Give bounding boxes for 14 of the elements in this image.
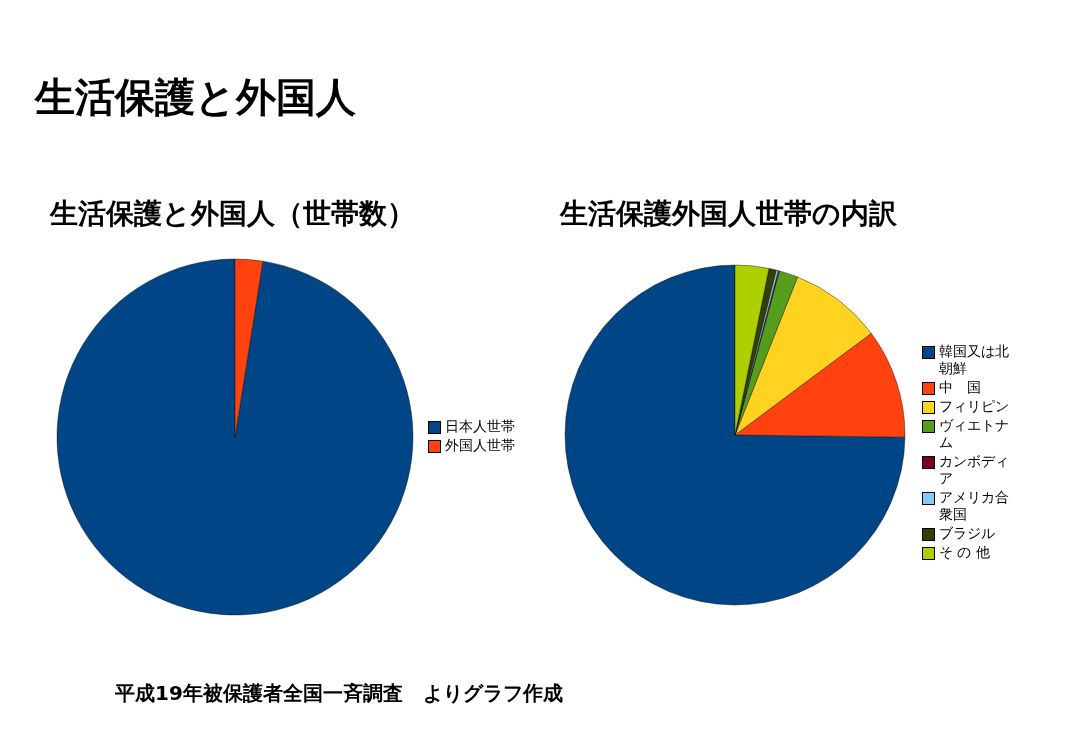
legend-label: カンボディア bbox=[939, 453, 1010, 487]
text: 生活保護と外国人 bbox=[35, 73, 356, 122]
legend-label: そ の 他 bbox=[939, 544, 990, 561]
legend-label: 中 国 bbox=[939, 379, 981, 396]
legend-label: 日本人世帯 bbox=[445, 418, 515, 435]
legend-label: ヴィエトナム bbox=[939, 417, 1010, 451]
chart-title: 生活保護外国人世帯の内訳 bbox=[560, 196, 897, 232]
legend-label: 外国人世帯 bbox=[445, 437, 515, 454]
text: 平成19年被保護者全国一斉調査 よりグラフ作成 bbox=[115, 680, 563, 707]
legend-label: アメリカ合衆国 bbox=[939, 489, 1010, 523]
legend-label: 韓国又は北朝鮮 bbox=[939, 343, 1010, 377]
chart-title: 生活保護と外国人（世帯数） bbox=[50, 196, 415, 232]
legend-label: フィリピン bbox=[939, 398, 1009, 415]
legend-label: ブラジル bbox=[939, 525, 995, 542]
